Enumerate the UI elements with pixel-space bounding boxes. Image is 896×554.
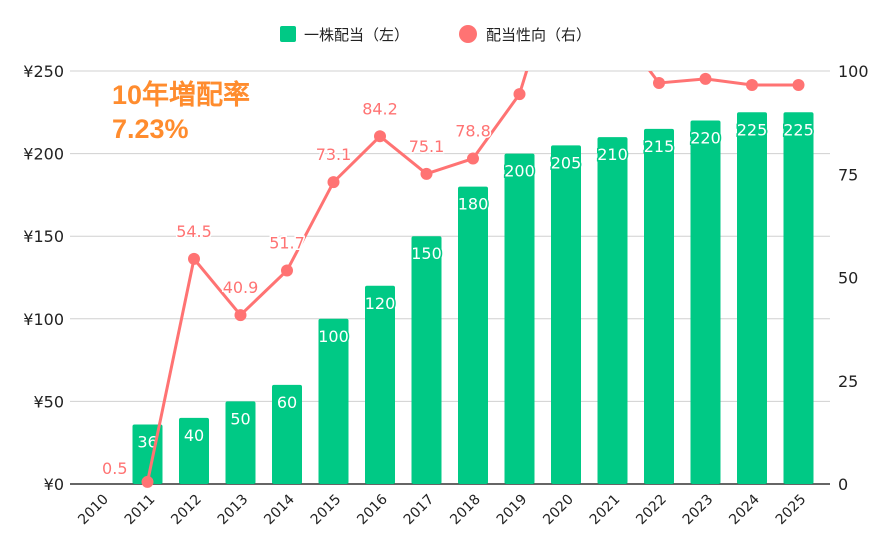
bar xyxy=(783,112,814,485)
x-tick-label: 2016 xyxy=(354,491,391,528)
payout-point xyxy=(327,176,340,189)
x-tick-label: 2010 xyxy=(75,492,112,529)
bar xyxy=(458,186,488,484)
right-tick-label: 25 xyxy=(838,372,858,391)
legend-line-swatch xyxy=(459,25,477,43)
bar xyxy=(225,401,256,484)
bar xyxy=(504,153,535,484)
bar-data-label: 225 xyxy=(783,120,814,139)
line-data-label: 40.9 xyxy=(223,278,259,297)
bar xyxy=(737,112,767,485)
legend-bar-label: 一株配当（左） xyxy=(304,26,409,44)
right-tick-label: 100 xyxy=(838,62,869,81)
line-data-label: 73.1 xyxy=(316,145,352,164)
bar xyxy=(597,137,628,484)
x-tick-label: 2019 xyxy=(494,492,531,529)
payout-point xyxy=(141,475,154,488)
payout-point xyxy=(467,152,479,165)
growth-annotation: 10年増配率 7.23% xyxy=(112,78,250,146)
payout-point xyxy=(746,79,758,92)
payout-point xyxy=(188,252,200,265)
annotation-line2: 7.23% xyxy=(112,114,189,144)
bar-data-label: 225 xyxy=(737,120,768,139)
bar-data-label: 200 xyxy=(504,162,535,181)
x-tick-label: 2015 xyxy=(308,492,345,529)
x-tick-label: 2012 xyxy=(168,492,205,529)
bar xyxy=(690,120,721,484)
right-tick-label: 0 xyxy=(838,475,848,494)
x-tick-label: 2025 xyxy=(773,492,810,529)
bar-data-label: 215 xyxy=(644,137,675,156)
payout-point xyxy=(281,264,293,277)
bar-data-label: 210 xyxy=(597,145,628,164)
bar xyxy=(318,318,349,484)
line-data-label: 78.8 xyxy=(455,122,491,141)
bar xyxy=(644,128,674,484)
line-data-label: 0.5 xyxy=(102,459,127,478)
left-tick-label: ¥100 xyxy=(23,310,64,329)
right-tick-label: 75 xyxy=(838,165,858,184)
x-tick-label: 2023 xyxy=(680,492,717,529)
left-tick-label: ¥0 xyxy=(44,475,64,494)
payout-point xyxy=(792,79,805,92)
left-tick-label: ¥150 xyxy=(23,227,64,246)
bar-data-label: 150 xyxy=(411,244,442,263)
bar xyxy=(411,236,442,484)
left-tick-label: ¥200 xyxy=(23,145,64,164)
payout-point xyxy=(699,72,712,85)
x-tick-label: 2021 xyxy=(587,492,624,529)
line-data-label: 75.1 xyxy=(409,137,445,156)
bar-data-label: 180 xyxy=(458,195,489,214)
left-tick-label: ¥250 xyxy=(23,62,64,81)
bar-data-label: 220 xyxy=(690,129,721,148)
line-data-label: 54.5 xyxy=(176,222,212,241)
legend-line-label: 配当性向（右） xyxy=(486,26,591,44)
bar-data-label: 40 xyxy=(184,426,204,445)
annotation-line1: 10年増配率 xyxy=(112,80,251,110)
x-tick-label: 2024 xyxy=(726,491,763,528)
bar-data-label: 205 xyxy=(551,153,582,172)
payout-point xyxy=(513,88,526,101)
legend-bar-swatch xyxy=(280,26,296,42)
bar xyxy=(179,417,209,484)
x-tick-label: 2011 xyxy=(122,492,159,529)
bar xyxy=(551,145,581,484)
bar-data-label: 100 xyxy=(318,327,349,346)
payout-point xyxy=(374,130,386,143)
bar xyxy=(272,384,302,484)
x-tick-label: 2022 xyxy=(633,492,670,529)
left-tick-label: ¥50 xyxy=(33,392,64,411)
x-tick-label: 2018 xyxy=(447,492,484,529)
payout-point xyxy=(420,167,433,180)
payout-point xyxy=(653,76,665,89)
right-tick-label: 50 xyxy=(838,269,858,288)
bar xyxy=(365,285,395,484)
x-tick-label: 2020 xyxy=(540,492,577,529)
x-tick-label: 2014 xyxy=(261,491,298,528)
bar-data-label: 50 xyxy=(230,409,250,428)
line-data-label: 51.7 xyxy=(269,233,305,252)
bar-data-label: 60 xyxy=(277,393,297,412)
bar-data-label: 120 xyxy=(365,294,396,313)
x-tick-label: 2017 xyxy=(401,492,438,529)
line-data-label: 84.2 xyxy=(362,99,398,118)
payout-point xyxy=(234,309,247,322)
x-tick-label: 2013 xyxy=(215,492,252,529)
